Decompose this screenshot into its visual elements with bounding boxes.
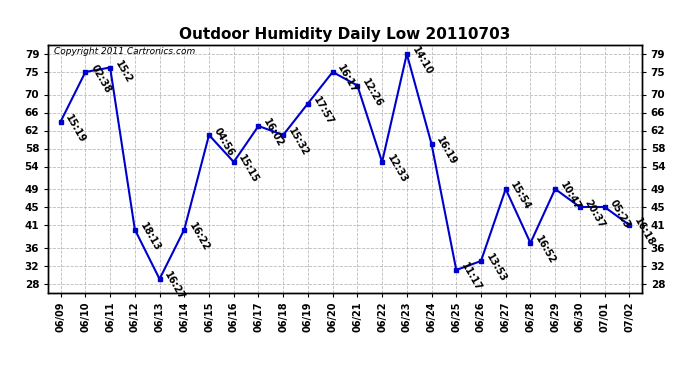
- Text: 15:54: 15:54: [509, 180, 533, 212]
- Text: 16:17: 16:17: [335, 63, 359, 95]
- Text: 17:57: 17:57: [311, 95, 335, 127]
- Text: 16:52: 16:52: [533, 234, 558, 266]
- Text: 20:37: 20:37: [583, 198, 607, 230]
- Text: 14:10: 14:10: [410, 45, 434, 77]
- Text: 15:2: 15:2: [113, 59, 134, 85]
- Text: 16:02: 16:02: [262, 117, 286, 149]
- Text: 16:22: 16:22: [187, 221, 211, 253]
- Text: 13:53: 13:53: [484, 252, 508, 284]
- Title: Outdoor Humidity Daily Low 20110703: Outdoor Humidity Daily Low 20110703: [179, 27, 511, 42]
- Text: 16:19: 16:19: [435, 135, 459, 167]
- Text: 02:38: 02:38: [88, 63, 112, 95]
- Text: 16:18: 16:18: [632, 216, 656, 248]
- Text: 12:33: 12:33: [385, 153, 409, 185]
- Text: 05:23: 05:23: [608, 198, 632, 230]
- Text: Copyright 2011 Cartronics.com: Copyright 2011 Cartronics.com: [55, 48, 195, 57]
- Text: 18:13: 18:13: [138, 221, 162, 253]
- Text: 10:47: 10:47: [558, 180, 582, 212]
- Text: 15:32: 15:32: [286, 126, 310, 158]
- Text: 12:26: 12:26: [360, 77, 384, 109]
- Text: 11:17: 11:17: [460, 261, 484, 293]
- Text: 04:56: 04:56: [212, 126, 236, 158]
- Text: 16:27: 16:27: [163, 270, 187, 302]
- Text: 15:15: 15:15: [237, 153, 261, 185]
- Text: 15:19: 15:19: [63, 113, 88, 145]
